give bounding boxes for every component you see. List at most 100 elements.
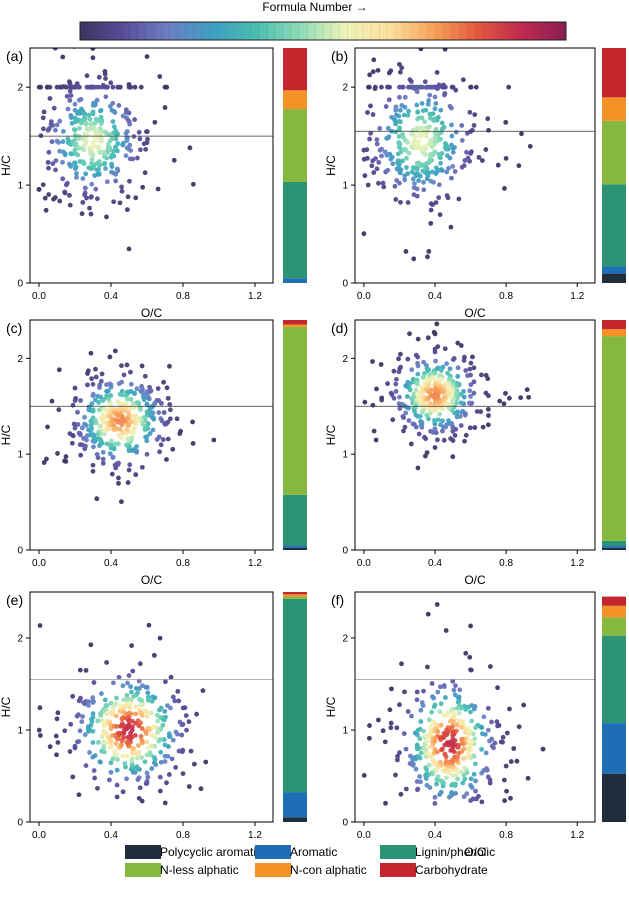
data-point bbox=[376, 160, 382, 165]
data-point bbox=[86, 703, 91, 708]
data-point bbox=[379, 395, 385, 401]
data-point bbox=[90, 139, 96, 145]
data-point bbox=[508, 795, 513, 801]
data-point bbox=[90, 695, 96, 701]
data-point bbox=[54, 716, 60, 722]
data-point bbox=[468, 798, 473, 803]
data-point bbox=[155, 386, 161, 391]
data-point bbox=[471, 365, 477, 371]
data-point bbox=[428, 220, 434, 226]
data-point bbox=[390, 161, 396, 167]
data-point bbox=[524, 387, 530, 393]
composition-segment bbox=[602, 540, 626, 546]
data-point bbox=[365, 182, 371, 188]
data-point bbox=[468, 623, 473, 629]
data-point bbox=[414, 689, 420, 695]
data-point bbox=[361, 773, 367, 778]
x-tick-label: 1.2 bbox=[570, 558, 584, 569]
data-point bbox=[70, 774, 76, 780]
data-point bbox=[146, 622, 152, 628]
data-point bbox=[415, 336, 421, 342]
data-point bbox=[409, 169, 415, 175]
x-tick-label: 0.0 bbox=[32, 291, 46, 302]
data-point bbox=[116, 418, 121, 424]
composition-segment bbox=[283, 547, 307, 550]
data-point bbox=[49, 398, 55, 404]
data-point bbox=[97, 436, 103, 442]
data-point bbox=[123, 130, 129, 136]
data-point bbox=[467, 366, 473, 372]
data-point bbox=[63, 454, 69, 459]
data-point bbox=[397, 141, 403, 147]
data-point bbox=[177, 431, 183, 437]
data-point bbox=[114, 426, 120, 432]
data-point bbox=[108, 760, 114, 766]
y-tick-label: 2 bbox=[342, 354, 348, 365]
data-point bbox=[453, 129, 459, 135]
x-tick-label: 0.0 bbox=[357, 291, 371, 302]
data-point bbox=[173, 764, 179, 770]
data-point bbox=[421, 179, 426, 185]
data-point bbox=[485, 705, 491, 711]
y-tick-label: 1 bbox=[17, 181, 23, 192]
data-point bbox=[93, 186, 99, 192]
composition-bar bbox=[602, 48, 626, 283]
data-point bbox=[114, 794, 120, 800]
data-point bbox=[470, 354, 475, 360]
data-point bbox=[402, 689, 407, 695]
composition-segment bbox=[602, 605, 626, 618]
data-point bbox=[89, 194, 94, 200]
data-point bbox=[502, 185, 507, 191]
data-point bbox=[467, 400, 472, 406]
data-point bbox=[408, 753, 413, 759]
data-point bbox=[137, 785, 143, 791]
data-point bbox=[72, 743, 78, 749]
data-point bbox=[129, 727, 135, 733]
data-point bbox=[408, 441, 414, 447]
data-point bbox=[463, 368, 469, 373]
scatter-points bbox=[41, 348, 217, 505]
data-point bbox=[497, 398, 503, 404]
composition-segment bbox=[283, 545, 307, 548]
data-point bbox=[198, 786, 204, 792]
data-point bbox=[84, 437, 89, 443]
data-point bbox=[122, 761, 128, 766]
y-tick-label: 2 bbox=[17, 634, 23, 645]
data-point bbox=[144, 438, 150, 444]
data-point bbox=[446, 165, 451, 171]
data-point bbox=[62, 189, 68, 195]
data-point bbox=[124, 207, 130, 213]
data-point bbox=[449, 122, 454, 128]
data-point bbox=[144, 779, 150, 784]
data-point bbox=[418, 750, 424, 756]
y-axis-label: H/C bbox=[324, 696, 338, 717]
data-point bbox=[78, 398, 83, 403]
data-point bbox=[401, 112, 407, 118]
data-point bbox=[511, 746, 517, 751]
data-point bbox=[476, 154, 482, 160]
data-point bbox=[443, 695, 448, 700]
data-point bbox=[459, 123, 465, 128]
data-point bbox=[135, 743, 141, 748]
y-tick-label: 1 bbox=[342, 726, 348, 737]
data-point bbox=[438, 422, 443, 428]
data-point bbox=[402, 177, 408, 183]
data-point bbox=[414, 742, 420, 748]
data-point bbox=[507, 706, 512, 712]
data-point bbox=[203, 759, 209, 765]
data-point bbox=[454, 722, 460, 728]
data-point bbox=[64, 93, 70, 99]
data-point bbox=[519, 131, 524, 137]
data-point bbox=[67, 749, 73, 754]
data-point bbox=[95, 144, 101, 150]
data-point bbox=[415, 109, 421, 115]
data-point bbox=[96, 159, 102, 164]
data-point bbox=[85, 382, 90, 388]
data-point bbox=[110, 704, 116, 710]
data-point bbox=[378, 362, 384, 367]
data-point bbox=[55, 710, 61, 716]
data-point bbox=[432, 426, 438, 432]
data-point bbox=[132, 391, 137, 397]
data-point bbox=[127, 705, 133, 711]
data-point bbox=[149, 698, 155, 704]
